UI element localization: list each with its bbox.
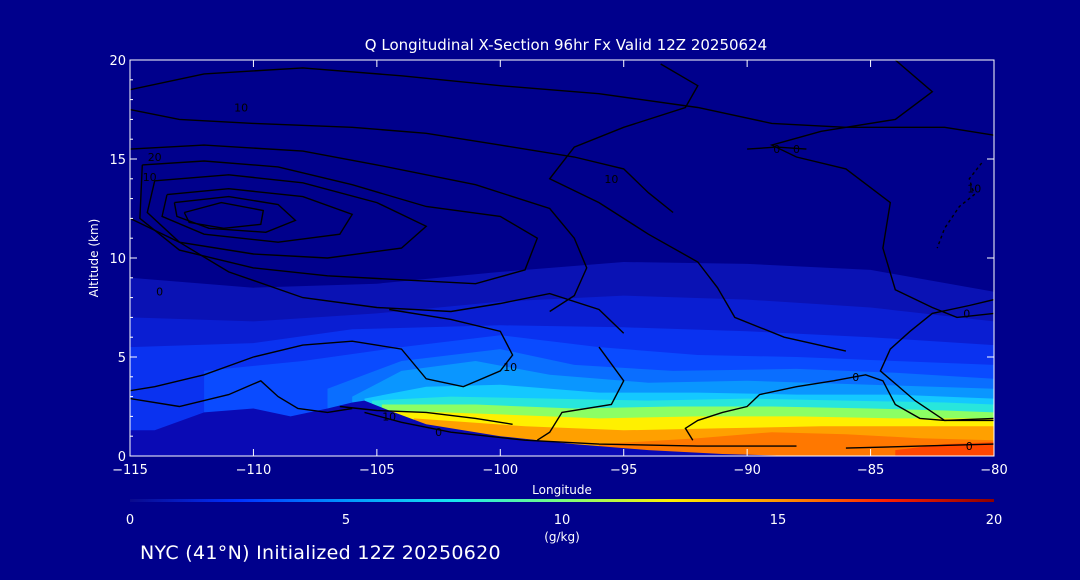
contour-line-11: [879, 298, 994, 422]
x-tick-label-4: −95: [610, 463, 637, 478]
contour-label-18: 0: [966, 440, 973, 453]
x-tick-label-6: −85: [857, 463, 884, 478]
y-axis-ticks: 0 5 10 15 20: [109, 54, 994, 465]
x-tick-label-2: −105: [359, 463, 395, 478]
colorbar: [130, 499, 994, 502]
x-axis-label: Longitude: [532, 483, 592, 497]
y-tick-label-2: 10: [109, 252, 126, 267]
x-axis-ticks: −115 −110 −105 −100 −95 −90 −85 −80: [112, 60, 1008, 478]
contour-line-12: [684, 374, 994, 441]
contour-line-20: [747, 146, 807, 150]
contour-line-2: [130, 144, 588, 313]
contour-line-15: [536, 346, 625, 441]
colorbar-tick-label-1: 5: [342, 513, 350, 528]
moisture-layer-11: [599, 432, 994, 456]
contour-line-7: [183, 201, 265, 230]
contour-line-16: [339, 405, 513, 425]
y-axis-label: Altitude (km): [87, 219, 101, 298]
colorbar-tick-label-4: 20: [986, 513, 1003, 528]
terrain: [130, 400, 994, 456]
contour-line-4: [146, 174, 428, 259]
initialization-footer: NYC (41°N) Initialized 12Z 20250620: [140, 542, 501, 564]
contour-label-20: 0: [773, 143, 780, 156]
contour-label-12: 0: [852, 371, 859, 384]
y-tick-label-4: 20: [109, 54, 126, 69]
contour-line-1: [130, 108, 674, 214]
colorbar-tick-label-3: 15: [770, 513, 787, 528]
contour-label-19: 10: [967, 183, 981, 196]
contour-label-13: 10: [503, 361, 517, 374]
y-tick-label-1: 5: [118, 351, 126, 366]
chart-title: Q Longitudinal X-Section 96hr Fx Valid 1…: [365, 36, 767, 54]
y-tick-label-3: 15: [109, 153, 126, 168]
contour-label-8: 0: [156, 286, 163, 299]
contour-line-0: [130, 67, 994, 136]
contour-label-9: 10: [604, 173, 618, 186]
contour-line-9: [548, 63, 847, 352]
colorbar-ticks: 0 5 10 15 20: [126, 513, 1002, 528]
contour-label-16: 10: [382, 410, 396, 423]
contour-label-2: 10: [143, 171, 157, 184]
contour-line-14: [130, 379, 353, 414]
contour-line-18: [845, 443, 994, 449]
y-tick-label-0: 0: [118, 450, 126, 465]
contour-line-13: [130, 308, 514, 392]
contour-line-8: [130, 217, 625, 334]
terrain-group: [130, 400, 994, 456]
colorbar-tick-label-0: 0: [126, 513, 134, 528]
contour-label-17: 0: [435, 426, 442, 439]
x-tick-label-7: −80: [980, 463, 1007, 478]
contour-line-19: [936, 162, 983, 249]
contour-line-5: [161, 187, 354, 243]
contour-label-11: 0: [963, 307, 970, 320]
contour-line-6: [173, 195, 297, 234]
x-tick-label-1: −110: [236, 463, 272, 478]
contour-line-10: [769, 60, 994, 319]
x-tick-label-0: −115: [112, 463, 148, 478]
contour-line-17: [364, 411, 797, 447]
contour-label-1: 20: [148, 151, 162, 164]
moisture-layer-12: [895, 442, 994, 456]
colorbar-tick-label-2: 10: [554, 513, 571, 528]
contour-line-3: [139, 160, 539, 285]
colorbar-unit-label: (g/kg): [544, 530, 580, 544]
contour-label-10: 0: [793, 143, 800, 156]
x-tick-label-3: −100: [482, 463, 518, 478]
x-tick-label-5: −90: [733, 463, 760, 478]
contour-label-0: 10: [234, 102, 248, 115]
